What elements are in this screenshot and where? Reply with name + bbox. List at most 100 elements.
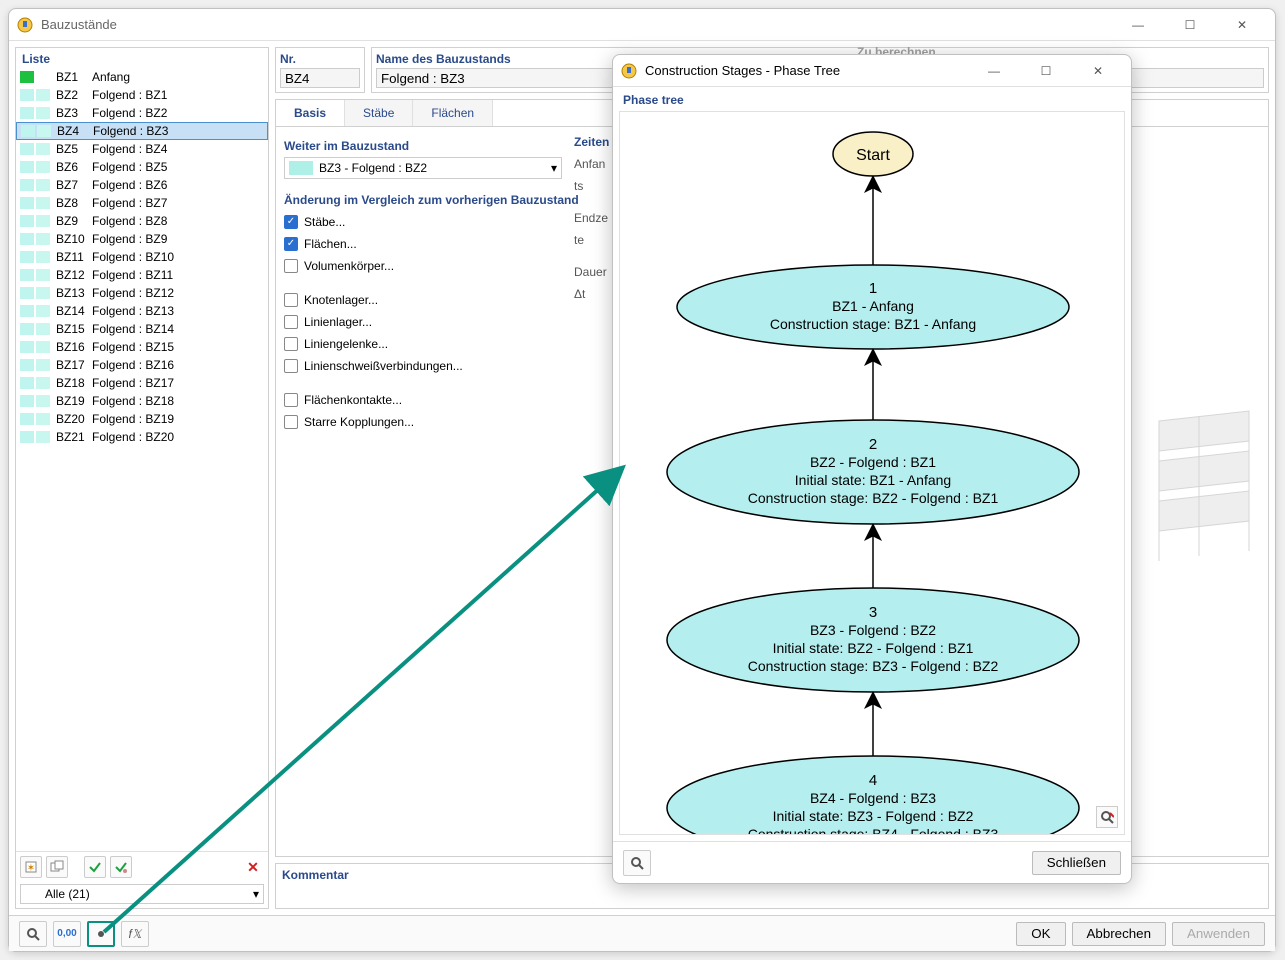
minimize-button[interactable]: —: [977, 60, 1011, 82]
filter-select[interactable]: Alle (21) ▾: [20, 884, 264, 904]
checkbox-icon[interactable]: [284, 415, 298, 429]
row-code: BZ9: [56, 214, 92, 228]
checkbox-icon[interactable]: [284, 293, 298, 307]
phase-tree-button[interactable]: [87, 921, 115, 947]
close-button[interactable]: ✕: [1225, 14, 1259, 36]
color-swatch-icon: [20, 269, 34, 281]
checkbox-label: Flächen...: [304, 237, 357, 251]
row-code: BZ10: [56, 232, 92, 246]
color-swatch-icon: [36, 431, 50, 443]
row-label: Folgend : BZ3: [93, 124, 267, 138]
nr-label: Nr.: [280, 50, 360, 68]
chevron-down-icon: ▾: [253, 887, 259, 901]
list-row-bz8[interactable]: BZ8 Folgend : BZ7: [16, 194, 268, 212]
color-swatch-icon: [36, 233, 50, 245]
list-panel: Liste BZ1 Anfang BZ2 Folgend : BZ1 BZ3: [15, 47, 269, 909]
checkbox-icon[interactable]: [284, 237, 298, 251]
new-item-button[interactable]: ✶: [20, 856, 42, 878]
delete-item-button[interactable]: ✕: [242, 856, 264, 878]
row-label: Folgend : BZ18: [92, 394, 268, 408]
weiter-dropdown[interactable]: BZ3 - Folgend : BZ2 ▾: [284, 157, 562, 179]
color-swatch-icon: [36, 341, 50, 353]
row-code: BZ12: [56, 268, 92, 282]
list-row-bz17[interactable]: BZ17 Folgend : BZ16: [16, 356, 268, 374]
formula-button[interactable]: f𝕏: [121, 921, 149, 947]
search-button[interactable]: [623, 850, 651, 876]
color-swatch-icon: [20, 359, 34, 371]
list-row-bz10[interactable]: BZ10 Folgend : BZ9: [16, 230, 268, 248]
list-row-bz12[interactable]: BZ12 Folgend : BZ11: [16, 266, 268, 284]
color-swatch-icon: [20, 431, 34, 443]
list-scroll[interactable]: BZ1 Anfang BZ2 Folgend : BZ1 BZ3 Folgend…: [16, 68, 268, 851]
phase-tree-canvas[interactable]: Start1BZ1 - AnfangConstruction stage: BZ…: [619, 111, 1125, 835]
tab-flächen[interactable]: Flächen: [413, 100, 493, 126]
list-row-bz20[interactable]: BZ20 Folgend : BZ19: [16, 410, 268, 428]
phase-node-line: BZ2 - Folgend : BZ1: [810, 454, 936, 470]
nr-input[interactable]: [280, 68, 360, 88]
color-swatch-icon: [36, 377, 50, 389]
list-row-bz9[interactable]: BZ9 Folgend : BZ8: [16, 212, 268, 230]
svg-text:✶: ✶: [27, 863, 35, 874]
list-row-bz13[interactable]: BZ13 Folgend : BZ12: [16, 284, 268, 302]
list-row-bz21[interactable]: BZ21 Folgend : BZ20: [16, 428, 268, 446]
search-button[interactable]: [19, 921, 47, 947]
maximize-button[interactable]: ☐: [1173, 14, 1207, 36]
minimize-button[interactable]: —: [1121, 14, 1155, 36]
row-label: Folgend : BZ11: [92, 268, 268, 282]
main-title: Bauzustände: [41, 17, 1121, 32]
zeit-label: Zeiten: [574, 135, 609, 149]
checkbox-icon[interactable]: [284, 337, 298, 351]
maximize-button[interactable]: ☐: [1029, 60, 1063, 82]
tab-basis[interactable]: Basis: [276, 100, 345, 126]
abbrechen-button[interactable]: Abbrechen: [1072, 922, 1166, 946]
list-row-bz11[interactable]: BZ11 Folgend : BZ10: [16, 248, 268, 266]
copy-item-button[interactable]: [46, 856, 68, 878]
zoom-reset-button[interactable]: [1096, 806, 1118, 828]
color-swatch-icon: [36, 197, 50, 209]
phase-node-line: Initial state: BZ1 - Anfang: [795, 472, 951, 488]
check-green1-button[interactable]: [84, 856, 106, 878]
list-row-bz7[interactable]: BZ7 Folgend : BZ6: [16, 176, 268, 194]
checkbox-label: Volumenkörper...: [304, 259, 394, 273]
list-row-bz15[interactable]: BZ15 Folgend : BZ14: [16, 320, 268, 338]
list-row-bz19[interactable]: BZ19 Folgend : BZ18: [16, 392, 268, 410]
checkbox-label: Liniengelenke...: [304, 337, 388, 351]
modal-title: Construction Stages - Phase Tree: [645, 63, 977, 78]
color-swatch-icon: [36, 251, 50, 263]
list-header: Liste: [16, 48, 268, 68]
list-row-bz16[interactable]: BZ16 Folgend : BZ15: [16, 338, 268, 356]
list-row-bz14[interactable]: BZ14 Folgend : BZ13: [16, 302, 268, 320]
chevron-down-icon: ▾: [551, 161, 557, 175]
list-row-bz2[interactable]: BZ2 Folgend : BZ1: [16, 86, 268, 104]
list-row-bz1[interactable]: BZ1 Anfang: [16, 68, 268, 86]
color-swatch-icon: [36, 395, 50, 407]
checkbox-icon[interactable]: [284, 359, 298, 373]
color-swatch-icon: [20, 89, 34, 101]
units-button[interactable]: 0,00: [53, 921, 81, 947]
list-row-bz18[interactable]: BZ18 Folgend : BZ17: [16, 374, 268, 392]
list-row-bz3[interactable]: BZ3 Folgend : BZ2: [16, 104, 268, 122]
schliessen-button[interactable]: Schließen: [1032, 851, 1121, 875]
checkbox-label: Starre Kopplungen...: [304, 415, 414, 429]
phase-tree-window: Construction Stages - Phase Tree — ☐ ✕ P…: [612, 54, 1132, 884]
main-titlebar[interactable]: Bauzustände — ☐ ✕: [9, 9, 1275, 41]
checkbox-icon[interactable]: [284, 259, 298, 273]
checkbox-icon[interactable]: [284, 215, 298, 229]
close-button[interactable]: ✕: [1081, 60, 1115, 82]
modal-titlebar[interactable]: Construction Stages - Phase Tree — ☐ ✕: [613, 55, 1131, 87]
phase-tree-header: Phase tree: [613, 87, 1131, 109]
row-code: BZ11: [56, 250, 92, 264]
ok-button[interactable]: OK: [1016, 922, 1065, 946]
checkbox-icon[interactable]: [284, 393, 298, 407]
anwenden-button: Anwenden: [1172, 922, 1265, 946]
list-row-bz5[interactable]: BZ5 Folgend : BZ4: [16, 140, 268, 158]
checkbox-icon[interactable]: [284, 315, 298, 329]
color-swatch-icon: [36, 305, 50, 317]
phase-node-line: Initial state: BZ2 - Folgend : BZ1: [773, 640, 974, 656]
list-row-bz4[interactable]: BZ4 Folgend : BZ3: [16, 122, 268, 140]
tab-stäbe[interactable]: Stäbe: [345, 100, 413, 126]
list-row-bz6[interactable]: BZ6 Folgend : BZ5: [16, 158, 268, 176]
row-code: BZ21: [56, 430, 92, 444]
row-label: Folgend : BZ13: [92, 304, 268, 318]
check-green2-button[interactable]: [110, 856, 132, 878]
